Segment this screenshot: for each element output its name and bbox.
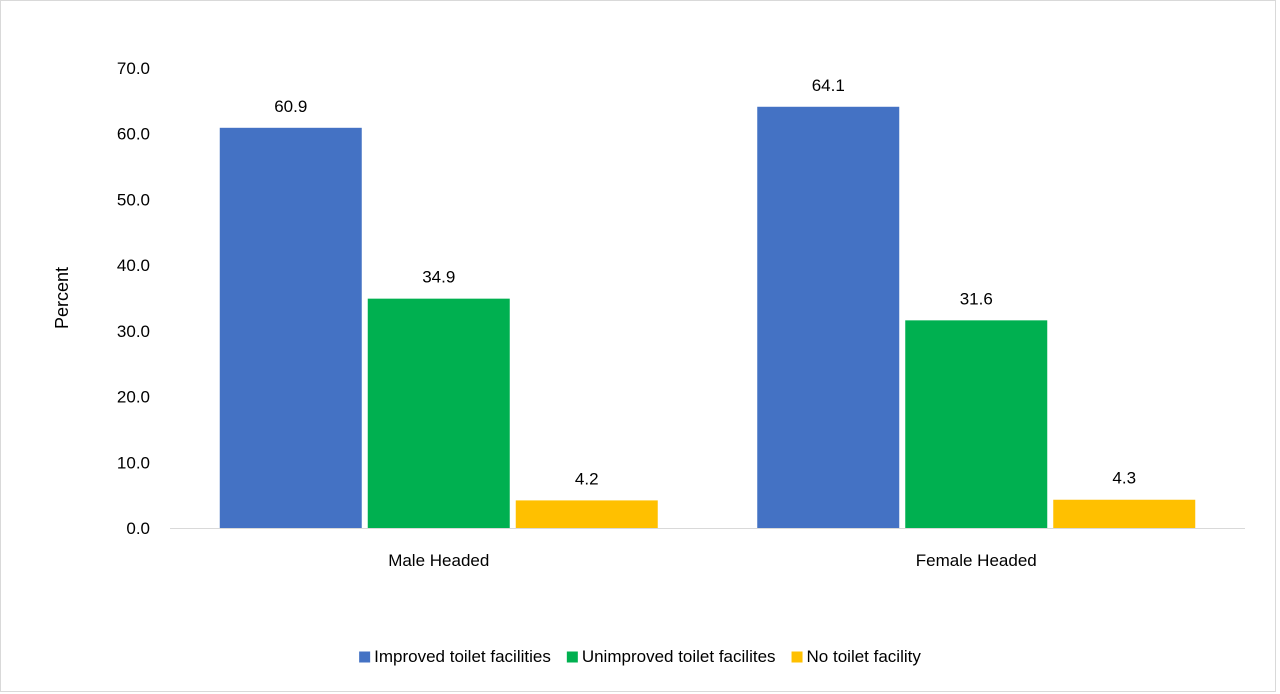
y-tick-label: 60.0	[117, 125, 150, 144]
legend-label: Improved toilet facilities	[374, 647, 551, 666]
bar	[515, 500, 658, 528]
bar	[219, 127, 362, 529]
data-label: 4.3	[1112, 469, 1136, 488]
y-tick-label: 10.0	[117, 453, 150, 472]
legend-swatch	[566, 651, 578, 663]
data-label: 60.9	[274, 97, 307, 116]
legend-swatch	[791, 651, 803, 663]
legend-label: Unimproved toilet facilites	[582, 647, 776, 666]
y-tick-label: 50.0	[117, 190, 150, 209]
data-label: 64.1	[812, 76, 845, 95]
bar	[905, 320, 1048, 528]
y-axis-ticks: 0.0 10.0 20.0 30.0 40.0 50.0 60.0 70.0	[117, 59, 150, 538]
bar	[1053, 499, 1196, 528]
bar	[757, 106, 900, 529]
y-axis-title: Percent	[52, 267, 72, 329]
data-label: 31.6	[960, 289, 993, 308]
y-tick-label: 70.0	[117, 59, 150, 78]
category-labels: Male Headed Female Headed	[388, 551, 1037, 570]
bar	[367, 298, 510, 528]
data-label: 4.2	[575, 469, 599, 488]
category-label: Female Headed	[916, 551, 1037, 570]
legend-swatch	[359, 651, 371, 663]
category-label: Male Headed	[388, 551, 489, 570]
y-tick-label: 20.0	[117, 388, 150, 407]
data-label: 34.9	[422, 268, 455, 287]
legend-label: No toilet facility	[807, 647, 922, 666]
y-tick-label: 30.0	[117, 322, 150, 341]
legend: Improved toilet facilities Unimproved toi…	[359, 647, 921, 666]
y-tick-label: 40.0	[117, 256, 150, 275]
y-tick-label: 0.0	[126, 519, 150, 538]
bars: 60.9 34.9 4.2 64.1 31.6 4.3	[219, 76, 1196, 529]
